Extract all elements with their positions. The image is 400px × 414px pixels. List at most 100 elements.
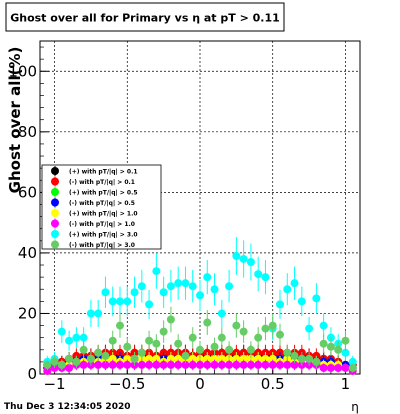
x-tick-label: −0.5 bbox=[109, 375, 145, 393]
data-point bbox=[290, 351, 299, 360]
data-point bbox=[86, 354, 95, 363]
data-point bbox=[174, 360, 183, 369]
data-point bbox=[50, 357, 59, 366]
data-points bbox=[43, 237, 357, 375]
data-point bbox=[108, 336, 117, 345]
legend-label: (-) with pT/|q| > 0.5 bbox=[69, 200, 135, 207]
data-point bbox=[137, 348, 146, 357]
data-point bbox=[276, 330, 284, 339]
legend-label: (-) with pT/|q| > 1.0 bbox=[69, 221, 135, 228]
data-point bbox=[159, 288, 168, 297]
data-point bbox=[217, 354, 226, 363]
x-tick-label: −1 bbox=[43, 375, 65, 393]
x-tick-label: 0 bbox=[195, 375, 205, 393]
data-point bbox=[123, 360, 132, 369]
data-point bbox=[203, 318, 212, 327]
data-point bbox=[217, 309, 226, 318]
data-point bbox=[166, 315, 175, 324]
data-point bbox=[246, 345, 255, 354]
title-box: Ghost over all for Primary vs η at pT > … bbox=[5, 2, 285, 32]
data-point bbox=[283, 285, 292, 294]
data-point bbox=[210, 342, 219, 351]
data-point bbox=[79, 360, 88, 369]
data-point bbox=[261, 273, 270, 282]
data-point bbox=[188, 282, 197, 291]
data-point bbox=[239, 327, 248, 336]
data-point bbox=[348, 363, 357, 372]
legend-label: (+) with pT/|q| > 3.0 bbox=[69, 232, 138, 239]
data-point bbox=[79, 333, 88, 342]
data-point bbox=[145, 300, 154, 309]
data-point bbox=[152, 339, 161, 348]
data-point bbox=[116, 321, 124, 330]
legend-label: (+) with pT/|q| > 0.5 bbox=[69, 190, 138, 197]
x-axis-title: η bbox=[351, 400, 359, 414]
data-point bbox=[72, 357, 81, 366]
data-point bbox=[159, 360, 168, 369]
data-point bbox=[312, 294, 321, 303]
data-point bbox=[137, 360, 146, 369]
data-point bbox=[94, 360, 103, 369]
data-point bbox=[174, 339, 183, 348]
x-tick-label: 1 bbox=[341, 375, 351, 393]
data-point bbox=[246, 257, 255, 266]
data-point bbox=[334, 345, 343, 354]
data-point bbox=[297, 297, 306, 306]
data-point bbox=[217, 360, 226, 369]
y-tick-label: 80 bbox=[18, 123, 37, 141]
data-point bbox=[254, 270, 263, 279]
data-point bbox=[246, 354, 255, 363]
footer-timestamp: Thu Dec 3 12:34:05 2020 bbox=[4, 402, 130, 412]
data-point bbox=[137, 282, 146, 291]
data-point bbox=[232, 321, 241, 330]
data-point bbox=[319, 363, 328, 372]
data-point bbox=[268, 321, 277, 330]
data-point bbox=[254, 354, 263, 363]
data-point bbox=[123, 354, 132, 363]
data-point bbox=[210, 354, 219, 363]
data-point bbox=[152, 267, 161, 276]
data-point bbox=[276, 360, 284, 369]
data-point bbox=[159, 327, 168, 336]
data-point bbox=[123, 297, 132, 306]
data-point bbox=[188, 354, 197, 363]
data-point bbox=[319, 339, 328, 348]
data-point bbox=[268, 360, 277, 369]
data-point bbox=[203, 273, 212, 282]
data-point bbox=[232, 354, 241, 363]
data-point bbox=[341, 336, 350, 345]
data-point bbox=[145, 360, 154, 369]
data-point bbox=[254, 333, 263, 342]
data-point bbox=[65, 354, 74, 363]
legend-label: (-) with pT/|q| > 0.1 bbox=[69, 179, 135, 186]
data-point bbox=[341, 363, 350, 372]
legend-label: (-) with pT/|q| > 3.0 bbox=[69, 242, 135, 249]
y-tick-label: 100 bbox=[8, 62, 37, 80]
data-point bbox=[341, 348, 350, 357]
data-point bbox=[261, 360, 270, 369]
data-point bbox=[188, 360, 197, 369]
data-point bbox=[152, 360, 161, 369]
data-point bbox=[166, 282, 175, 291]
data-point bbox=[290, 279, 299, 288]
y-axis-title: Ghost over all(%) bbox=[6, 47, 24, 194]
data-point bbox=[326, 363, 335, 372]
data-point bbox=[174, 279, 183, 288]
data-point bbox=[196, 354, 204, 363]
data-point bbox=[181, 360, 190, 369]
data-point bbox=[101, 360, 110, 369]
data-point bbox=[57, 327, 66, 336]
data-point bbox=[261, 324, 270, 333]
data-point bbox=[108, 354, 117, 363]
data-point bbox=[334, 363, 343, 372]
data-point bbox=[43, 366, 52, 375]
data-point bbox=[217, 333, 226, 342]
data-point bbox=[225, 282, 234, 291]
data-point bbox=[86, 309, 95, 318]
data-point bbox=[152, 354, 161, 363]
data-point bbox=[108, 297, 117, 306]
data-point bbox=[203, 354, 212, 363]
data-point bbox=[108, 360, 117, 369]
data-point bbox=[116, 360, 124, 369]
